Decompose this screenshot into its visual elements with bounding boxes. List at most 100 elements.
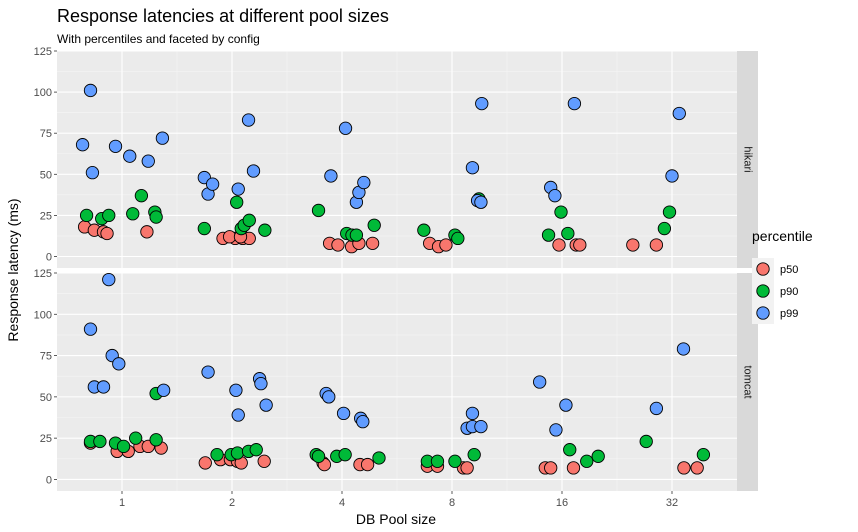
- legend-swatch: [756, 306, 770, 320]
- data-point: [231, 408, 245, 422]
- data-point: [210, 448, 224, 462]
- data-point: [676, 342, 691, 356]
- data-point: [242, 213, 256, 227]
- data-point: [649, 238, 664, 252]
- data-point: [465, 406, 480, 421]
- data-point: [474, 195, 488, 209]
- y-tick-label: 75: [40, 128, 52, 140]
- data-point: [349, 228, 364, 242]
- data-point: [336, 406, 351, 421]
- data-point: [324, 169, 338, 183]
- series-p99: [75, 83, 686, 209]
- data-point: [474, 419, 488, 434]
- data-point: [338, 121, 353, 135]
- data-point: [639, 434, 653, 449]
- data-point: [229, 383, 243, 397]
- x-tick-label: 1: [119, 497, 125, 509]
- x-tick-label: 32: [666, 497, 678, 509]
- data-point: [93, 434, 107, 449]
- data-point: [231, 182, 245, 196]
- data-point: [552, 238, 566, 252]
- data-point: [451, 231, 465, 246]
- data-point: [83, 322, 98, 336]
- data-point: [567, 96, 582, 111]
- data-point: [311, 449, 326, 463]
- y-tick-label: 125: [34, 46, 52, 58]
- data-point: [357, 175, 371, 190]
- y-tick-label: 75: [40, 351, 52, 363]
- legend-label: p90: [780, 286, 798, 298]
- data-point: [360, 457, 375, 472]
- data-point: [322, 390, 336, 404]
- data-point: [108, 139, 123, 153]
- facet-panel-tomcat: 0 25 50 75 100 125 tomcat: [34, 268, 758, 491]
- data-point: [430, 454, 445, 468]
- data-point: [230, 446, 245, 460]
- data-point: [448, 454, 462, 468]
- x-tick-label: 8: [449, 497, 455, 509]
- data-point: [83, 83, 98, 98]
- data-point: [672, 106, 686, 121]
- data-point: [141, 154, 155, 168]
- data-point: [591, 449, 605, 463]
- data-point: [155, 131, 170, 145]
- x-tick-label: 16: [556, 497, 568, 509]
- y-tick-label: 100: [34, 87, 52, 99]
- y-tick-label: 0: [46, 474, 52, 486]
- data-point: [367, 218, 381, 232]
- data-point: [580, 454, 594, 468]
- data-point: [665, 169, 679, 183]
- data-point: [311, 203, 326, 218]
- legend-item-p90: p90: [752, 280, 798, 302]
- data-point: [249, 443, 263, 457]
- data-point: [140, 225, 154, 239]
- legend-item-p99: p99: [752, 302, 798, 324]
- y-tick-label: 0: [46, 251, 52, 263]
- legend: percentile p50 p90 p99: [752, 228, 813, 324]
- x-axis-title: DB Pool size: [356, 511, 436, 527]
- series-p99: [83, 272, 691, 437]
- legend-label: p50: [780, 264, 798, 276]
- x-tick-label: 4: [339, 497, 345, 509]
- y-tick-label: 50: [40, 392, 52, 404]
- data-point: [460, 461, 474, 475]
- facet-strip: [737, 273, 758, 491]
- data-point: [439, 238, 453, 252]
- data-point: [123, 149, 137, 163]
- data-point: [126, 207, 140, 221]
- data-point: [257, 454, 271, 468]
- data-point: [657, 221, 672, 236]
- data-point: [241, 113, 256, 127]
- data-point: [156, 383, 171, 397]
- legend-swatch: [756, 284, 770, 298]
- y-tick-label: 125: [34, 268, 52, 280]
- data-point: [129, 431, 143, 445]
- data-point: [197, 221, 211, 236]
- data-point: [230, 195, 244, 209]
- legend-item-p50: p50: [752, 258, 798, 280]
- data-point: [116, 439, 131, 454]
- facet-strip-label: hikari: [742, 146, 754, 172]
- data-point: [548, 189, 562, 203]
- data-point: [198, 456, 212, 470]
- data-point: [475, 96, 489, 111]
- data-point: [205, 177, 220, 191]
- data-point: [338, 448, 352, 462]
- data-point: [356, 414, 370, 429]
- y-tick-label: 25: [40, 433, 52, 445]
- y-tick-label: 50: [40, 169, 52, 181]
- data-point: [541, 228, 556, 242]
- data-point: [554, 205, 568, 219]
- x-tick-label: 2: [229, 497, 235, 509]
- chart-subtitle: With percentiles and faceted by config: [57, 32, 260, 46]
- data-point: [677, 461, 691, 475]
- facet-strip-label: tomcat: [742, 365, 754, 398]
- facet-strip: [737, 51, 758, 268]
- chart-title: Response latencies at different pool siz…: [57, 6, 389, 26]
- data-point: [696, 448, 711, 462]
- data-point: [100, 226, 114, 241]
- data-point: [465, 161, 480, 175]
- legend-title: percentile: [752, 228, 813, 244]
- data-point: [533, 375, 547, 389]
